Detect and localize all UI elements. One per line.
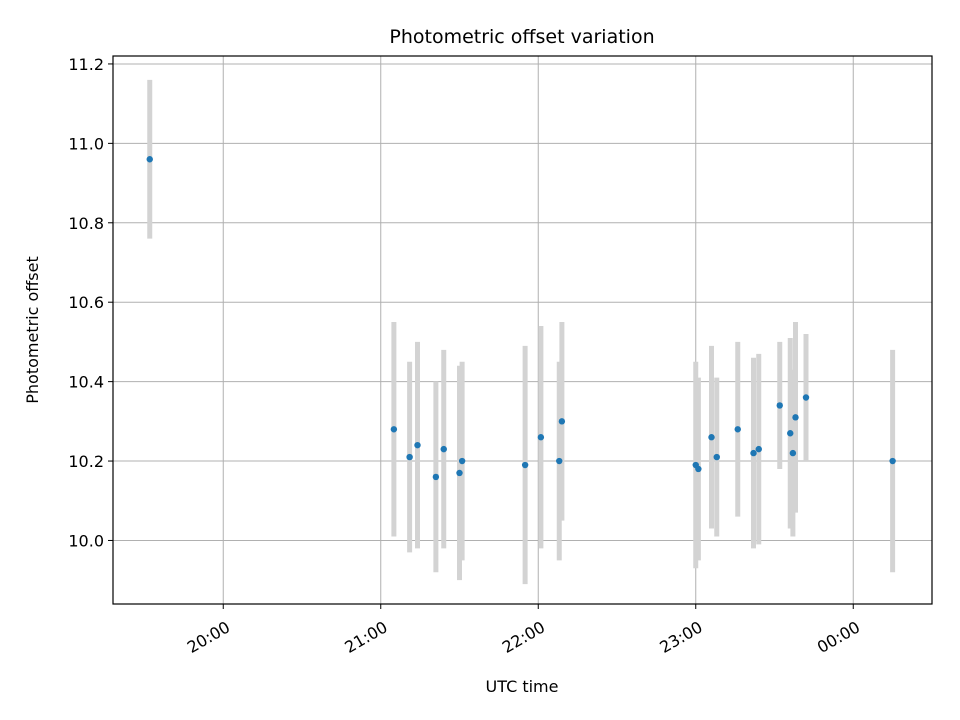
data-point bbox=[713, 453, 720, 461]
data-point bbox=[734, 426, 741, 433]
y-axis-title: Photometric offset bbox=[23, 256, 42, 404]
chart-title: Photometric offset variation bbox=[389, 26, 654, 48]
data-point bbox=[558, 418, 566, 425]
data-point bbox=[792, 414, 799, 421]
data-point bbox=[406, 453, 413, 461]
y-tick-label: 10.4 bbox=[68, 373, 104, 392]
y-tick-label: 10.8 bbox=[68, 214, 104, 233]
y-tick-label: 11.0 bbox=[68, 134, 104, 153]
data-point bbox=[432, 473, 440, 481]
data-point bbox=[414, 441, 421, 449]
data-point bbox=[556, 457, 563, 465]
data-point bbox=[889, 457, 896, 465]
data-point bbox=[146, 156, 153, 163]
data-point bbox=[776, 402, 783, 409]
y-tick-label: 10.6 bbox=[68, 293, 104, 312]
y-tick-label: 10.0 bbox=[68, 531, 104, 550]
data-point bbox=[787, 430, 794, 437]
plot-area-frame bbox=[112, 55, 933, 605]
data-point bbox=[456, 469, 463, 477]
data-point bbox=[695, 465, 702, 473]
data-point bbox=[755, 445, 762, 453]
y-tick-label: 10.2 bbox=[68, 452, 104, 471]
data-point bbox=[440, 445, 447, 453]
grid bbox=[113, 56, 932, 604]
data-point bbox=[458, 457, 466, 465]
data-point bbox=[521, 461, 529, 469]
data-point bbox=[390, 426, 398, 433]
data-point bbox=[537, 434, 545, 441]
x-axis-title: UTC time bbox=[486, 677, 559, 696]
data-point bbox=[708, 434, 715, 441]
y-tick-label: 11.2 bbox=[68, 55, 104, 74]
data-point bbox=[802, 394, 810, 401]
y-axis: 10.0 10.2 10.4 10.6 10.8 11.0 11.2 bbox=[68, 55, 113, 550]
data-points bbox=[146, 156, 896, 481]
data-point bbox=[750, 449, 757, 457]
data-point bbox=[789, 449, 797, 457]
